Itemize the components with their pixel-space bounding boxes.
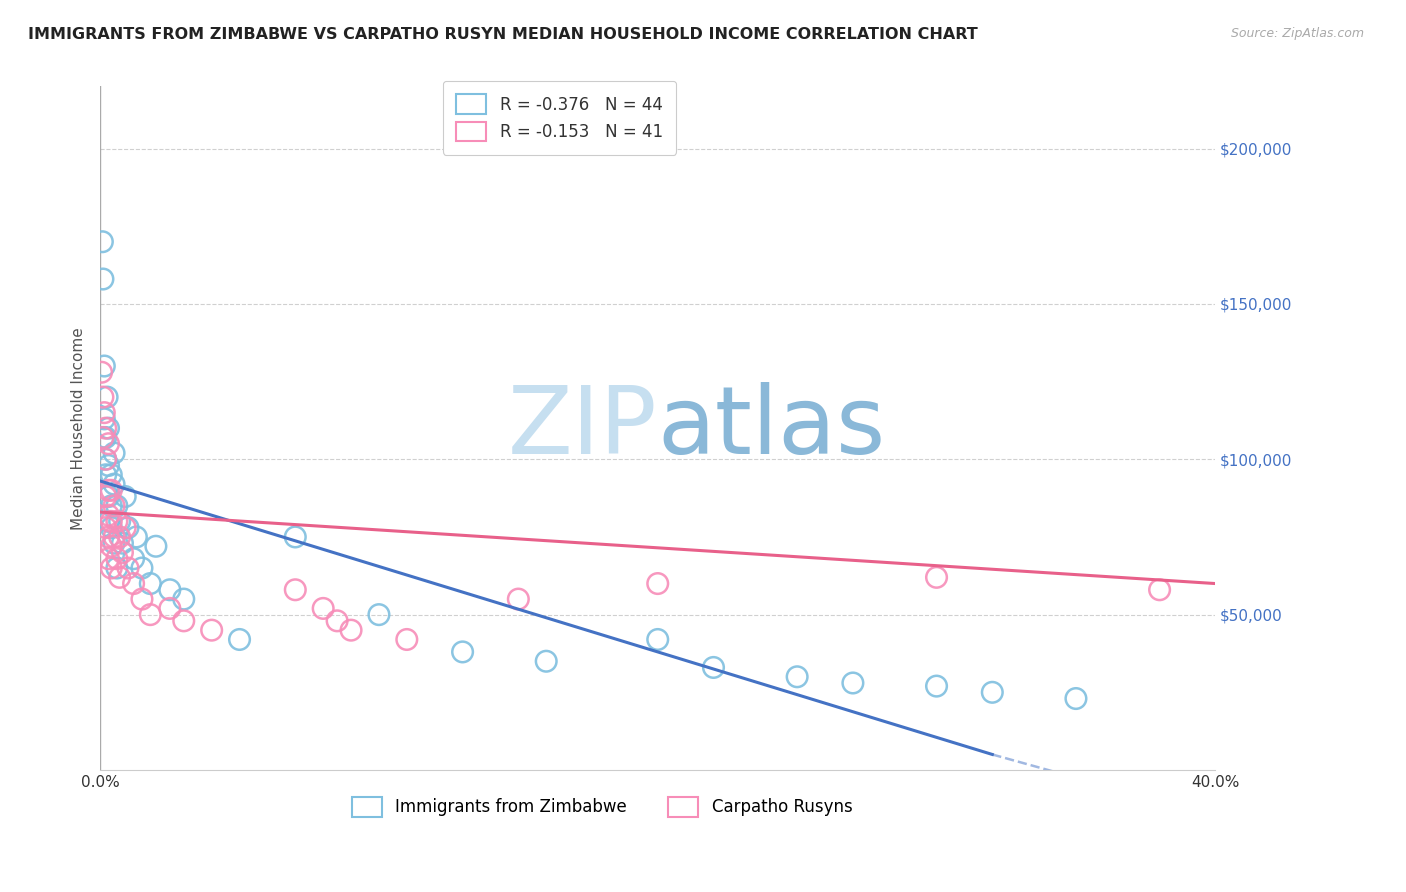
Point xyxy=(97,530,120,544)
Point xyxy=(94,520,117,534)
Point xyxy=(91,235,114,249)
Point xyxy=(105,499,128,513)
Point xyxy=(842,676,865,690)
Point xyxy=(534,654,557,668)
Point xyxy=(91,430,114,444)
Point xyxy=(326,614,349,628)
Point xyxy=(96,390,118,404)
Point xyxy=(284,582,307,597)
Point xyxy=(508,592,530,607)
Point xyxy=(103,536,125,550)
Point xyxy=(117,561,139,575)
Point xyxy=(97,458,120,473)
Point xyxy=(94,452,117,467)
Point xyxy=(90,365,112,379)
Point xyxy=(368,607,391,622)
Legend: Immigrants from Zimbabwe, Carpatho Rusyns: Immigrants from Zimbabwe, Carpatho Rusyn… xyxy=(344,790,859,823)
Point xyxy=(117,520,139,534)
Point xyxy=(702,660,724,674)
Point xyxy=(114,520,136,534)
Point xyxy=(100,539,122,553)
Point xyxy=(103,530,125,544)
Point xyxy=(131,561,153,575)
Point xyxy=(1064,691,1087,706)
Point xyxy=(122,551,145,566)
Point xyxy=(114,490,136,504)
Point xyxy=(100,520,122,534)
Point xyxy=(105,561,128,575)
Point xyxy=(93,406,115,420)
Point xyxy=(100,483,122,498)
Point xyxy=(93,430,115,444)
Point xyxy=(925,679,948,693)
Point xyxy=(122,576,145,591)
Point xyxy=(131,592,153,607)
Point xyxy=(103,477,125,491)
Point xyxy=(94,430,117,444)
Point xyxy=(139,607,162,622)
Point xyxy=(284,530,307,544)
Point xyxy=(91,272,114,286)
Point xyxy=(91,390,114,404)
Point xyxy=(103,446,125,460)
Point xyxy=(94,421,117,435)
Point xyxy=(100,499,122,513)
Point xyxy=(93,359,115,373)
Point xyxy=(94,490,117,504)
Point xyxy=(105,551,128,566)
Point xyxy=(647,632,669,647)
Point xyxy=(97,483,120,498)
Point xyxy=(103,499,125,513)
Point xyxy=(139,576,162,591)
Point xyxy=(981,685,1004,699)
Text: IMMIGRANTS FROM ZIMBABWE VS CARPATHO RUSYN MEDIAN HOUSEHOLD INCOME CORRELATION C: IMMIGRANTS FROM ZIMBABWE VS CARPATHO RUS… xyxy=(28,27,977,42)
Point xyxy=(108,515,131,529)
Point xyxy=(125,530,148,544)
Point xyxy=(108,530,131,544)
Point xyxy=(395,632,418,647)
Point xyxy=(201,623,224,637)
Point xyxy=(97,490,120,504)
Point xyxy=(451,645,474,659)
Text: ZIP: ZIP xyxy=(508,382,658,475)
Point xyxy=(228,632,250,647)
Point xyxy=(1149,582,1171,597)
Point xyxy=(105,515,128,529)
Point xyxy=(97,515,120,529)
Point xyxy=(173,592,195,607)
Point xyxy=(159,601,181,615)
Point xyxy=(159,582,181,597)
Text: atlas: atlas xyxy=(658,382,886,475)
Point xyxy=(94,467,117,482)
Point xyxy=(925,570,948,584)
Point xyxy=(100,561,122,575)
Point xyxy=(145,539,167,553)
Point xyxy=(97,436,120,450)
Point xyxy=(97,421,120,435)
Y-axis label: Median Household Income: Median Household Income xyxy=(72,326,86,530)
Point xyxy=(647,576,669,591)
Point xyxy=(173,614,195,628)
Point xyxy=(340,623,363,637)
Point xyxy=(100,515,122,529)
Point xyxy=(111,545,134,559)
Point xyxy=(97,508,120,523)
Point xyxy=(93,412,115,426)
Point xyxy=(100,467,122,482)
Text: Source: ZipAtlas.com: Source: ZipAtlas.com xyxy=(1230,27,1364,40)
Point xyxy=(94,452,117,467)
Point xyxy=(312,601,335,615)
Point xyxy=(108,570,131,584)
Point xyxy=(111,536,134,550)
Point xyxy=(97,551,120,566)
Point xyxy=(786,670,808,684)
